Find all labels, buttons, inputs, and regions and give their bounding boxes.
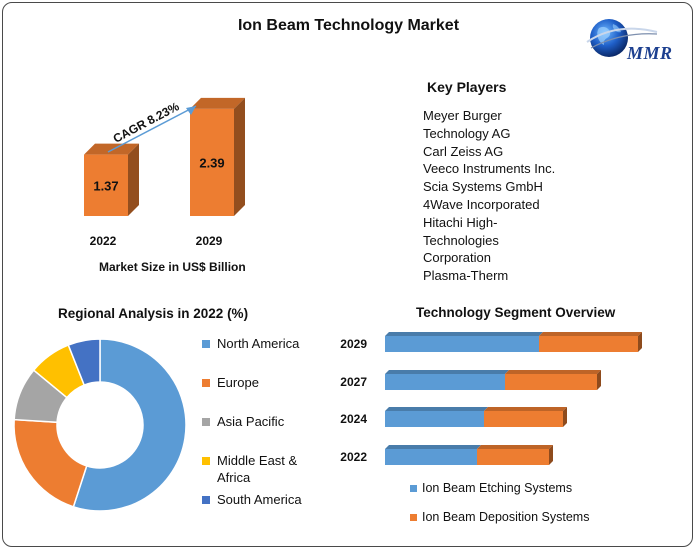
legend-label: Asia Pacific bbox=[217, 414, 285, 429]
stack-bar-side-face bbox=[563, 407, 567, 427]
legend-swatch bbox=[410, 514, 417, 521]
stack-bar-segment bbox=[385, 411, 484, 427]
bar-top-face bbox=[190, 97, 245, 109]
stack-bar-segment bbox=[385, 449, 477, 465]
regional-title: Regional Analysis in 2022 (%) bbox=[58, 306, 249, 321]
stack-bar-side-face bbox=[638, 332, 642, 352]
legend-item: Ion Beam Deposition Systems bbox=[410, 509, 589, 525]
stack-category-label: 2024 bbox=[340, 412, 367, 426]
stack-bar-top-face bbox=[385, 407, 488, 411]
legend-label: Africa bbox=[217, 470, 251, 485]
key-player-line: Meyer Burger bbox=[423, 108, 502, 123]
stack-bar-segment bbox=[539, 336, 638, 352]
cagr-arrow-head bbox=[186, 106, 196, 115]
stack-bar-top-face bbox=[385, 445, 481, 449]
stack-bar-top-face bbox=[477, 445, 553, 449]
legend-label: Middle East & bbox=[217, 453, 298, 468]
key-player-line: Technologies bbox=[423, 232, 499, 248]
bar-side-face bbox=[128, 143, 139, 216]
stack-bar-top-face bbox=[385, 370, 509, 374]
bar-value-label: 1.37 bbox=[93, 178, 118, 193]
stack-bar-segment bbox=[505, 374, 597, 390]
legend-swatch bbox=[410, 485, 417, 492]
key-player-line: Corporation bbox=[423, 250, 491, 266]
key-player-line: Technology AG bbox=[423, 125, 511, 141]
market-bar bbox=[190, 108, 234, 216]
legend-item: Asia Pacific bbox=[202, 413, 284, 430]
legend-label: North America bbox=[217, 336, 300, 351]
stack-bar-segment bbox=[385, 374, 505, 390]
bar-side-face bbox=[234, 97, 245, 216]
legend-item: Middle East & Africa bbox=[202, 452, 297, 486]
legend-swatch bbox=[202, 418, 210, 426]
key-player-line: Hitachi High- bbox=[423, 214, 498, 230]
legend-swatch bbox=[202, 379, 210, 387]
legend-swatch bbox=[202, 457, 210, 465]
stack-bar-segment bbox=[385, 336, 539, 352]
legend-label: Ion Beam Etching Systems bbox=[422, 481, 573, 495]
legend-label: Europe bbox=[217, 375, 259, 390]
donut-slice bbox=[72, 338, 187, 512]
key-players-list: Meyer Burger Technology AG Carl Zeiss AG… bbox=[423, 107, 583, 285]
donut-slice bbox=[67, 338, 101, 386]
legend-swatch bbox=[202, 340, 210, 348]
technology-title: Technology Segment Overview bbox=[416, 305, 616, 320]
stack-bar-top-face bbox=[539, 332, 642, 336]
key-player-line: 4Wave Incorporated bbox=[423, 196, 540, 212]
key-player-line: Veeco Instruments Inc. bbox=[423, 161, 556, 177]
bar-top-face bbox=[84, 143, 139, 155]
cagr-arrow-line bbox=[107, 105, 197, 153]
globe-icon bbox=[586, 19, 658, 57]
legend-swatch bbox=[202, 496, 210, 504]
bar-value-label: 2.39 bbox=[199, 155, 224, 170]
key-player-line: Scia Systems GmbH bbox=[423, 179, 543, 195]
market-bar bbox=[84, 154, 128, 216]
legend-label: South America bbox=[217, 492, 302, 507]
bar-category-label: 2029 bbox=[196, 234, 223, 248]
legend-item: Ion Beam Etching Systems bbox=[410, 480, 572, 496]
legend-label: Ion Beam Deposition Systems bbox=[422, 510, 590, 524]
logo-text: MMR bbox=[627, 43, 673, 63]
stack-category-label: 2029 bbox=[340, 337, 367, 351]
key-player-line: Plasma-Therm bbox=[423, 268, 509, 284]
stack-bar-segment bbox=[477, 449, 549, 465]
stack-bar-top-face bbox=[505, 370, 601, 374]
stack-bar-top-face bbox=[484, 407, 567, 411]
stack-bar-side-face bbox=[597, 370, 601, 390]
key-players-title: Key Players bbox=[427, 79, 507, 95]
market-size-caption: Market Size in US$ Billion bbox=[99, 260, 246, 274]
legend-item: North America bbox=[202, 335, 299, 352]
legend-item: South America bbox=[202, 491, 302, 508]
bar-category-label: 2022 bbox=[90, 234, 117, 248]
stack-bar-top-face bbox=[385, 332, 543, 336]
donut-slice bbox=[13, 418, 88, 508]
stack-bar-segment bbox=[484, 411, 563, 427]
stack-category-label: 2027 bbox=[340, 375, 367, 389]
key-player-line: Carl Zeiss AG bbox=[423, 143, 504, 159]
cagr-label: CAGR 8.23% bbox=[111, 99, 182, 146]
page-title: Ion Beam Technology Market bbox=[237, 17, 460, 34]
stack-bar-side-face bbox=[549, 445, 553, 465]
legend-item: Europe bbox=[202, 374, 259, 391]
stack-category-label: 2022 bbox=[340, 450, 367, 464]
